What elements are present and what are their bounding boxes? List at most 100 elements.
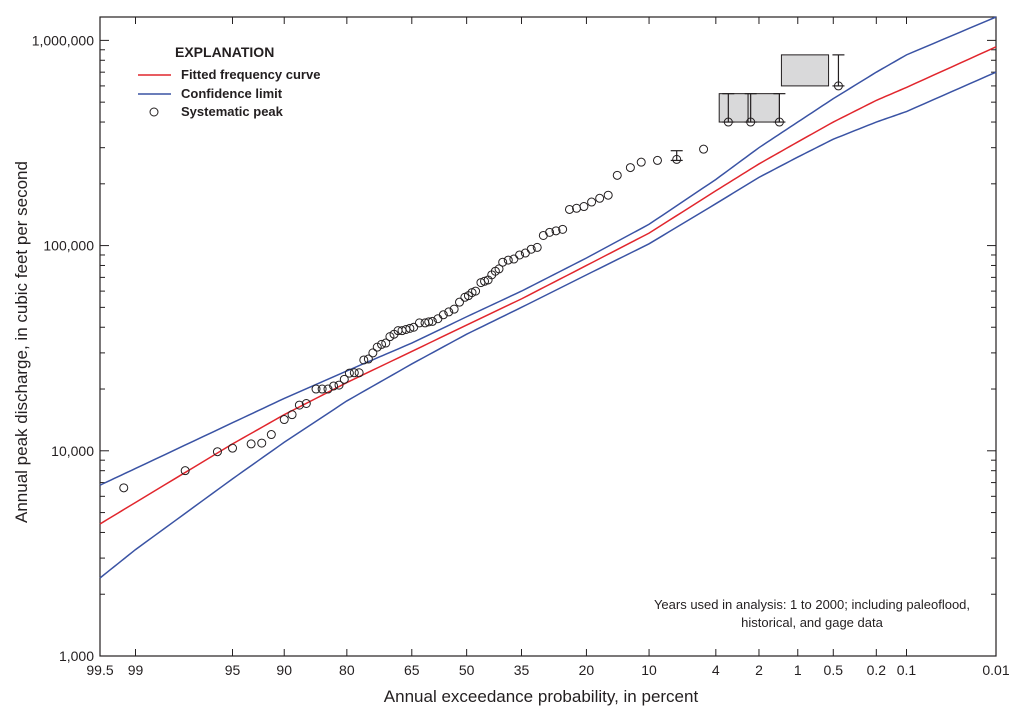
data-point-35 [424,317,434,327]
x-tick-label-14: 0.2 [867,662,887,678]
data-point-77 [774,117,784,127]
data-point-68 [603,190,613,200]
data-point-0 [119,483,129,493]
data-point-39 [444,307,454,317]
data-point-45 [471,286,481,296]
data-point-70 [625,163,635,173]
data-point-32 [409,322,419,332]
data-point-13 [323,384,333,394]
x-tick-label-8: 20 [579,662,595,678]
data-point-2 [212,447,222,457]
data-point-19 [354,368,364,378]
data-point-52 [498,257,508,267]
data-point-38 [438,310,448,320]
legend-label-confidence: Confidence limit [181,86,283,101]
plot-frame [99,16,997,657]
data-point-11 [311,384,321,394]
x-tick-label-6: 50 [459,662,475,678]
y-tick-label-3: 1,000,000 [32,32,94,48]
series-line-1 [99,16,997,486]
x-tick-label-1: 99 [128,662,144,678]
data-point-60 [545,227,555,237]
data-point-72 [652,155,662,165]
interval-box-0 [718,93,749,123]
legend: EXPLANATION Fitted frequency curve Confi… [138,44,320,119]
x-tick-label-12: 1 [794,662,802,678]
x-tick-label-13: 0.5 [824,662,844,678]
data-point-41 [455,297,465,307]
data-point-66 [587,197,597,207]
data-point-22 [368,348,378,358]
analysis-note-line1: Years used in analysis: 1 to 2000; inclu… [654,597,970,612]
data-point-21 [363,354,373,364]
data-point-57 [526,244,536,254]
y-tick-label-0: 1,000 [59,648,94,664]
data-point-55 [515,250,525,260]
data-point-17 [344,368,354,378]
data-point-76 [746,117,756,127]
y-tick-label-1: 10,000 [51,443,94,459]
data-point-54 [509,254,519,264]
data-point-3 [228,443,238,453]
x-tick-label-11: 2 [755,662,763,678]
data-point-36 [427,316,437,326]
data-point-69 [612,170,622,180]
data-point-4 [246,439,256,449]
data-point-18 [349,368,359,378]
data-point-12 [317,384,327,394]
x-tick-label-0: 99.5 [86,662,113,678]
interval-box-1 [747,93,780,123]
data-point-71 [636,157,646,167]
legend-label-peak: Systematic peak [181,104,284,119]
x-tick-label-4: 80 [339,662,355,678]
data-point-78 [833,81,843,91]
series-line-2 [99,71,997,579]
y-tick-label-2: 100,000 [43,238,94,254]
interval-box-2 [780,54,830,87]
x-tick-label-10: 4 [712,662,720,678]
data-point-7 [279,415,289,425]
x-tick-label-15: 0.1 [897,662,917,678]
data-point-75 [723,117,733,127]
data-point-20 [359,355,369,365]
data-point-59 [538,230,548,240]
data-point-31 [405,323,415,333]
x-tick-label-9: 10 [641,662,657,678]
data-point-25 [381,338,391,348]
data-point-33 [414,318,424,328]
data-point-5 [257,438,267,448]
legend-swatch-peak [149,107,159,117]
data-point-6 [266,430,276,440]
x-tick-label-3: 90 [276,662,292,678]
x-axis-title: Annual exceedance probability, in percen… [384,687,699,706]
x-tick-label-2: 95 [225,662,241,678]
data-point-67 [595,193,605,203]
data-point-24 [377,339,387,349]
data-point-62 [558,224,568,234]
data-point-9 [294,400,304,410]
data-point-16 [339,374,349,384]
data-point-53 [503,255,513,265]
data-point-1 [180,466,190,476]
data-point-65 [579,202,589,212]
data-point-15 [334,380,344,390]
x-tick-label-16: 0.01 [982,662,1009,678]
analysis-note-line2: historical, and gage data [741,615,883,630]
legend-label-fitted: Fitted frequency curve [181,67,320,82]
data-point-40 [449,304,459,314]
y-axis-title: Annual peak discharge, in cubic feet per… [12,161,31,523]
x-tick-label-7: 35 [514,662,530,678]
series-line-0 [99,46,997,525]
data-point-51 [494,264,504,274]
data-point-8 [287,410,297,420]
data-point-61 [551,226,561,236]
legend-title: EXPLANATION [175,44,274,60]
x-tick-label-5: 65 [404,662,420,678]
data-point-14 [329,381,339,391]
data-point-63 [564,204,574,214]
data-point-74 [699,144,709,154]
data-point-58 [532,242,542,252]
data-point-10 [301,399,311,409]
data-point-73 [672,154,682,164]
